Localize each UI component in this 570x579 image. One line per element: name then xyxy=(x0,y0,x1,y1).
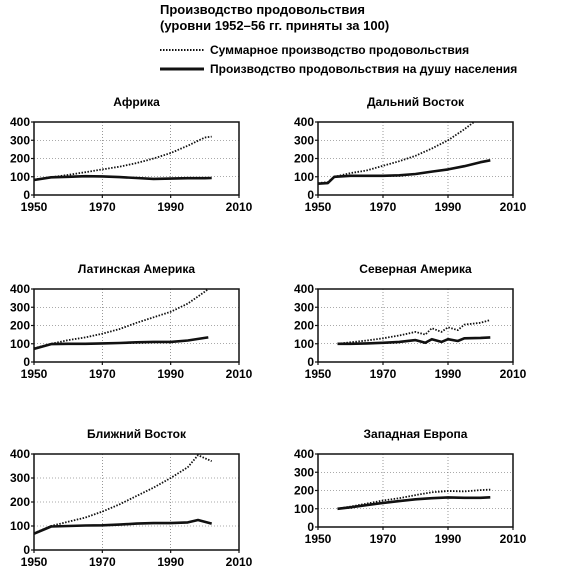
x-tick-label: 1970 xyxy=(89,200,116,214)
x-tick-label: 1990 xyxy=(157,200,184,214)
x-tick-label: 2010 xyxy=(226,367,253,381)
x-tick-label: 1970 xyxy=(89,555,116,569)
y-tick-label: 100 xyxy=(10,519,30,533)
panel-3: Латинская Америка 0 100 200 300 400 1950 1970 19… xyxy=(10,262,253,381)
y-tick-label: 400 xyxy=(294,282,314,296)
y-tick-label: 0 xyxy=(307,355,314,369)
y-tick-label: 300 xyxy=(10,133,30,147)
series-line-total xyxy=(33,454,213,535)
panel-title: Ближний Восток xyxy=(87,427,187,441)
y-tick-label: 0 xyxy=(23,355,30,369)
x-tick-label: 1970 xyxy=(89,367,116,381)
x-tick-label: 1990 xyxy=(157,555,184,569)
panel-4: Северная Америка 0 100 200 300 400 1950 1970 199… xyxy=(294,262,527,381)
panel-title: Дальний Восток xyxy=(367,95,465,109)
y-tick-label: 200 xyxy=(10,495,30,509)
x-tick-label: 2010 xyxy=(226,555,253,569)
y-tick-label: 200 xyxy=(294,484,314,498)
y-tick-label: 400 xyxy=(10,115,30,129)
series-line-per-capita xyxy=(33,518,213,535)
x-tick-label: 1990 xyxy=(157,367,184,381)
x-tick-label: 1970 xyxy=(370,367,397,381)
x-tick-label: 1990 xyxy=(435,200,462,214)
panel-title: Северная Америка xyxy=(359,262,472,276)
y-tick-label: 100 xyxy=(294,502,314,516)
panel-2: Дальний Восток 0 100 200 300 400 1950 1970 1990 2… xyxy=(294,95,527,214)
x-tick-label: 1950 xyxy=(305,532,332,546)
y-tick-label: 100 xyxy=(10,170,30,184)
series-line-total xyxy=(317,121,475,184)
panel-title: Западная Европа xyxy=(364,427,468,441)
y-tick-label: 200 xyxy=(10,152,30,166)
series-line-per-capita xyxy=(33,336,209,351)
series-line-per-capita xyxy=(337,336,491,346)
panel-1: Африка 0 100 200 300 400 1950 1970 1990 2010 xyxy=(10,95,253,214)
series-line-total xyxy=(337,319,491,345)
y-tick-label: 0 xyxy=(307,520,314,534)
y-tick-label: 0 xyxy=(23,543,30,557)
panel-title: Африка xyxy=(113,95,160,109)
y-tick-label: 400 xyxy=(294,447,314,461)
series-line-total xyxy=(33,135,212,181)
y-tick-label: 200 xyxy=(10,319,30,333)
y-tick-label: 300 xyxy=(294,133,314,147)
x-tick-label: 1990 xyxy=(435,367,462,381)
x-tick-label: 2010 xyxy=(500,200,527,214)
y-tick-label: 100 xyxy=(294,170,314,184)
y-tick-label: 100 xyxy=(10,337,30,351)
legend: Суммарное производство продовольствия Пр… xyxy=(160,43,517,76)
y-tick-label: 400 xyxy=(10,447,30,461)
y-tick-label: 100 xyxy=(294,337,314,351)
series-line-per-capita xyxy=(337,496,491,511)
x-tick-label: 2010 xyxy=(500,367,527,381)
legend-label-per-capita: Производство продовольствия на душу насе… xyxy=(210,62,517,76)
x-tick-label: 1970 xyxy=(370,200,397,214)
y-tick-label: 0 xyxy=(23,188,30,202)
y-tick-label: 300 xyxy=(10,471,30,485)
x-tick-label: 1990 xyxy=(435,532,462,546)
figure-title-line-2: (уровни 1952–56 гг. приняты за 100) xyxy=(160,18,389,33)
x-tick-label: 1950 xyxy=(21,555,48,569)
y-tick-label: 300 xyxy=(294,465,314,479)
x-tick-label: 2010 xyxy=(500,532,527,546)
y-tick-label: 300 xyxy=(10,300,30,314)
panel-title: Латинская Америка xyxy=(78,262,196,276)
panel-5: Ближний Восток 0 100 200 300 400 1950 1970 1990 2… xyxy=(10,427,253,569)
x-tick-label: 1950 xyxy=(21,200,48,214)
panel-6: Западная Европа 0 100 200 300 400 1950 1970 1990… xyxy=(294,427,527,546)
legend-label-total: Суммарное производство продовольствия xyxy=(210,43,469,57)
x-tick-label: 2010 xyxy=(226,200,253,214)
series-line-per-capita xyxy=(33,174,212,182)
y-tick-label: 400 xyxy=(294,115,314,129)
y-tick-label: 0 xyxy=(307,188,314,202)
x-tick-label: 1970 xyxy=(370,532,397,546)
series-line-total xyxy=(33,288,209,350)
series-line-per-capita xyxy=(317,159,491,185)
y-tick-label: 200 xyxy=(294,152,314,166)
y-tick-label: 400 xyxy=(10,282,30,296)
x-tick-label: 1950 xyxy=(21,367,48,381)
figure-header: Производство продовольствия (уровни 1952… xyxy=(160,2,389,33)
x-tick-label: 1950 xyxy=(305,367,332,381)
figure-title-line-1: Производство продовольствия xyxy=(160,2,365,17)
x-tick-label: 1950 xyxy=(305,200,332,214)
y-tick-label: 300 xyxy=(294,300,314,314)
y-tick-label: 200 xyxy=(294,319,314,333)
